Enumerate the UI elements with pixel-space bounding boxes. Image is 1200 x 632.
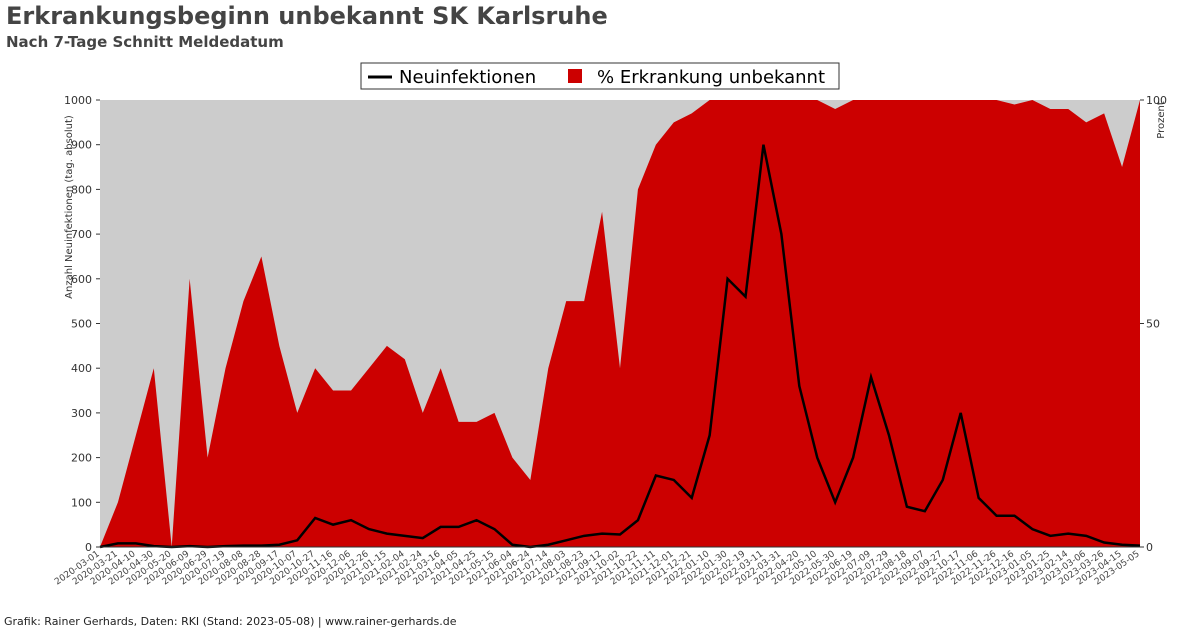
y-tick-label: 200 — [71, 452, 92, 465]
y-tick-label: 700 — [71, 228, 92, 241]
y-tick-label: 0 — [85, 541, 92, 554]
line — [99, 144, 1141, 549]
y2-tick-label: 50 — [1146, 318, 1160, 331]
chart-subtitle: Nach 7-Tage Schnitt Meldedatum — [6, 33, 284, 51]
y-tick-label: 900 — [71, 139, 92, 152]
y-tick-label: 400 — [71, 362, 92, 375]
legend-label: Neuinfektionen — [399, 67, 536, 88]
y2-tick-label: 100 — [1146, 94, 1167, 107]
y-axis-label: Anzahl Neuinfektionen (tag. absolut) — [64, 115, 75, 299]
legend: Neuinfektionen % Erkrankung unbekannt — [360, 62, 840, 90]
y2-axis-label: Prozent — [1156, 101, 1167, 139]
y-tick-label: 1000 — [64, 94, 92, 107]
legend-swatch — [568, 69, 582, 83]
y-tick-label: 800 — [71, 183, 92, 196]
y2-tick-label: 0 — [1146, 541, 1153, 554]
y-tick-label: 600 — [71, 273, 92, 286]
y-tick-label: 500 — [71, 318, 92, 331]
legend-label: % Erkrankung unbekannt — [597, 67, 825, 88]
legend-box — [360, 62, 840, 90]
footer: Grafik: Rainer Gerhards, Daten: RKI (Sta… — [4, 615, 457, 628]
area — [100, 100, 1140, 547]
y-tick-label: 100 — [71, 496, 92, 509]
y-tick-label: 300 — [71, 407, 92, 420]
chart-title: Erkrankungsbeginn unbekannt SK Karlsruhe — [6, 2, 608, 30]
